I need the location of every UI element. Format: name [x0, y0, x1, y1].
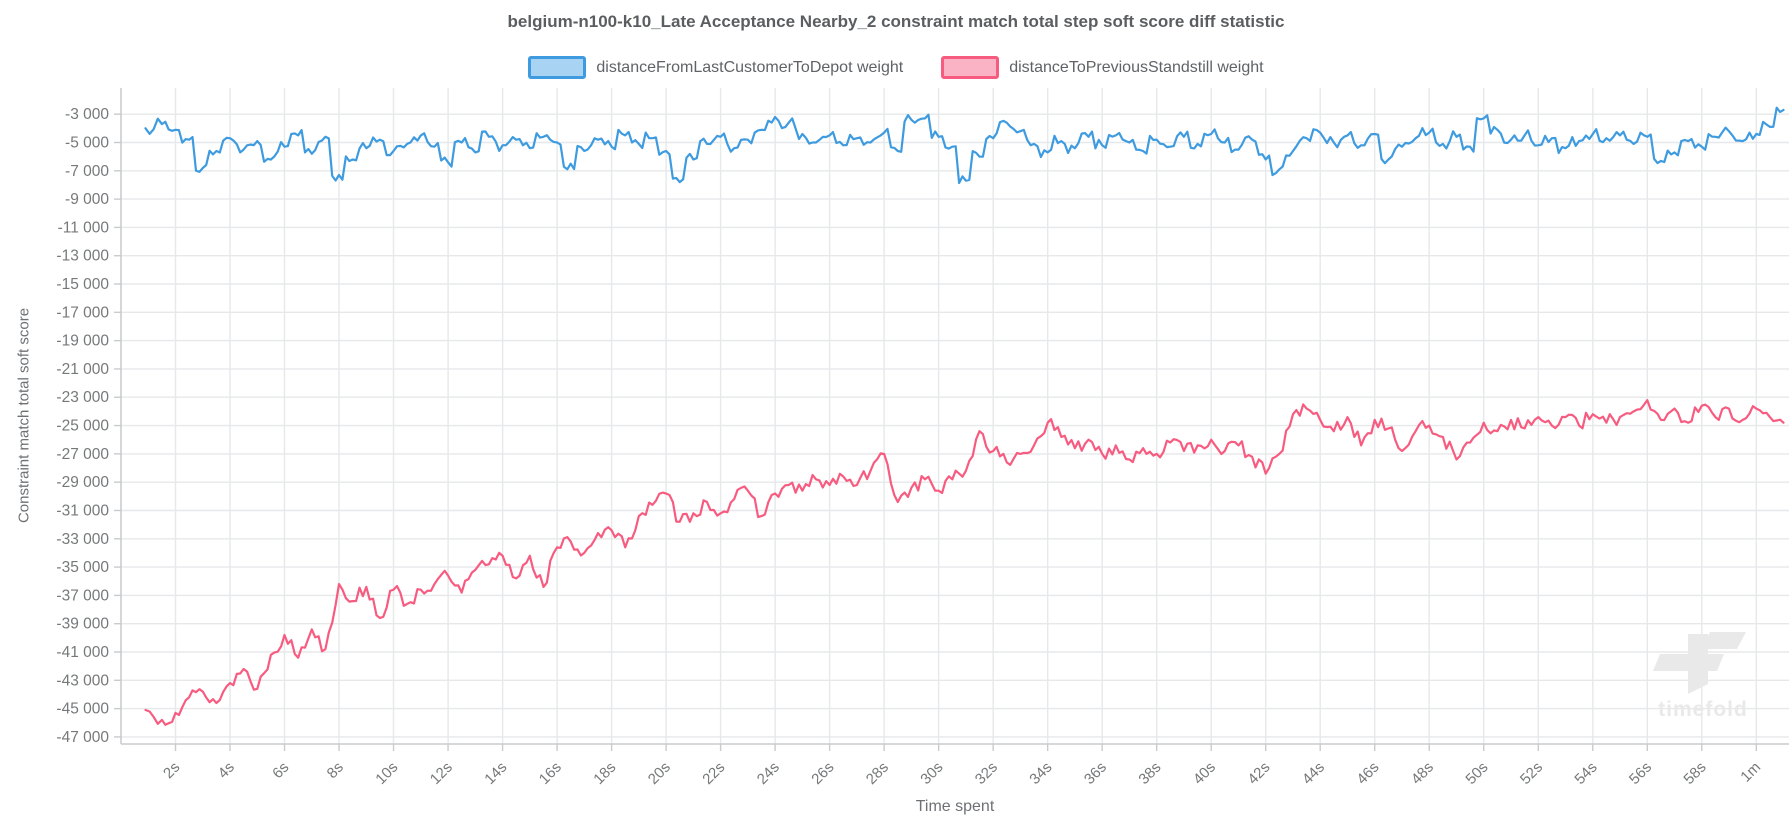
series-line-distanceToPreviousStandstill-weight [144, 399, 1785, 726]
x-tick-label: 24s [754, 759, 783, 788]
y-tick-label: -35 000 [56, 559, 109, 576]
legend: distanceFromLastCustomerToDepot weight d… [0, 56, 1792, 79]
x-tick-label: 50s [1462, 759, 1491, 788]
x-tick-label: 56s [1626, 759, 1655, 788]
x-tick-label: 44s [1299, 759, 1328, 788]
x-tick-label: 36s [1081, 759, 1110, 788]
x-tick-label: 22s [699, 759, 728, 788]
y-tick-label: -21 000 [56, 361, 109, 378]
chart-title: belgium-n100-k10_Late Acceptance Nearby_… [507, 12, 1285, 31]
timefold-watermark-text: timefold [1658, 698, 1748, 721]
y-tick-label: -41 000 [56, 644, 109, 661]
x-tick-label: 38s [1135, 759, 1164, 788]
y-tick-label: -33 000 [56, 531, 109, 548]
y-tick-label: -23 000 [56, 389, 109, 406]
y-tick-label: -9 000 [65, 191, 109, 208]
y-tick-label: -47 000 [56, 729, 109, 746]
y-tick-label: -5 000 [65, 134, 109, 151]
x-tick-label: 14s [481, 759, 510, 788]
x-tick-label: 42s [1244, 759, 1273, 788]
x-tick-label: 20s [645, 759, 674, 788]
legend-swatch-blue-icon [528, 56, 587, 79]
x-tick-label: 52s [1517, 759, 1546, 788]
x-tick-label: 2s [160, 759, 183, 782]
y-tick-label: -31 000 [56, 502, 109, 519]
y-tick-label: -43 000 [56, 672, 109, 689]
y-tick-label: -11 000 [58, 219, 110, 236]
y-tick-label: -45 000 [56, 701, 109, 718]
x-tick-label: 34s [1026, 759, 1055, 788]
y-tick-label: -17 000 [56, 304, 109, 321]
y-tick-label: -19 000 [56, 333, 109, 350]
x-tick-label: 18s [590, 759, 619, 788]
y-tick-label: -37 000 [56, 587, 109, 604]
y-tick-label: -3 000 [65, 106, 109, 123]
x-tick-label: 54s [1571, 759, 1600, 788]
x-tick-label: 26s [808, 759, 837, 788]
x-tick-label: 32s [972, 759, 1001, 788]
legend-swatch-pink-icon [941, 56, 1000, 79]
x-tick-label: 58s [1680, 759, 1709, 788]
x-tick-label: 48s [1408, 759, 1437, 788]
x-axis-title: Time spent [915, 798, 995, 815]
timefold-logo-icon [1702, 632, 1746, 649]
legend-item-distanceFromLastCustomerToDepot[interactable]: distanceFromLastCustomerToDepot weight [528, 56, 903, 79]
y-tick-label: -13 000 [56, 248, 109, 265]
y-tick-label: -7 000 [65, 163, 109, 180]
legend-label: distanceFromLastCustomerToDepot weight [596, 58, 904, 76]
legend-item-distanceToPreviousStandstill[interactable]: distanceToPreviousStandstill weight [941, 56, 1264, 79]
x-tick-label: 1m [1737, 759, 1764, 786]
y-tick-label: -29 000 [56, 474, 109, 491]
x-tick-label: 10s [372, 759, 401, 788]
x-tick-label: 40s [1190, 759, 1219, 788]
y-tick-label: -15 000 [56, 276, 109, 293]
y-axis-title: Constraint match total soft score [15, 307, 33, 524]
series-line-distanceFromLastCustomerToDepot-weight [144, 106, 1785, 185]
x-tick-label: 28s [863, 759, 892, 788]
x-tick-label: 12s [427, 759, 456, 788]
x-tick-label: 6s [269, 759, 292, 782]
x-tick-label: 16s [536, 759, 565, 788]
x-tick-label: 30s [917, 759, 946, 788]
y-tick-label: -27 000 [56, 446, 109, 463]
x-tick-label: 46s [1353, 759, 1382, 788]
x-tick-label: 4s [215, 759, 238, 782]
y-tick-label: -39 000 [56, 616, 109, 633]
x-tick-label: 8s [324, 759, 347, 782]
y-tick-label: -25 000 [56, 418, 109, 435]
timefold-watermark: timefold [1653, 632, 1748, 721]
timefold-logo-icon [1653, 654, 1724, 671]
legend-label: distanceToPreviousStandstill weight [1009, 58, 1264, 76]
